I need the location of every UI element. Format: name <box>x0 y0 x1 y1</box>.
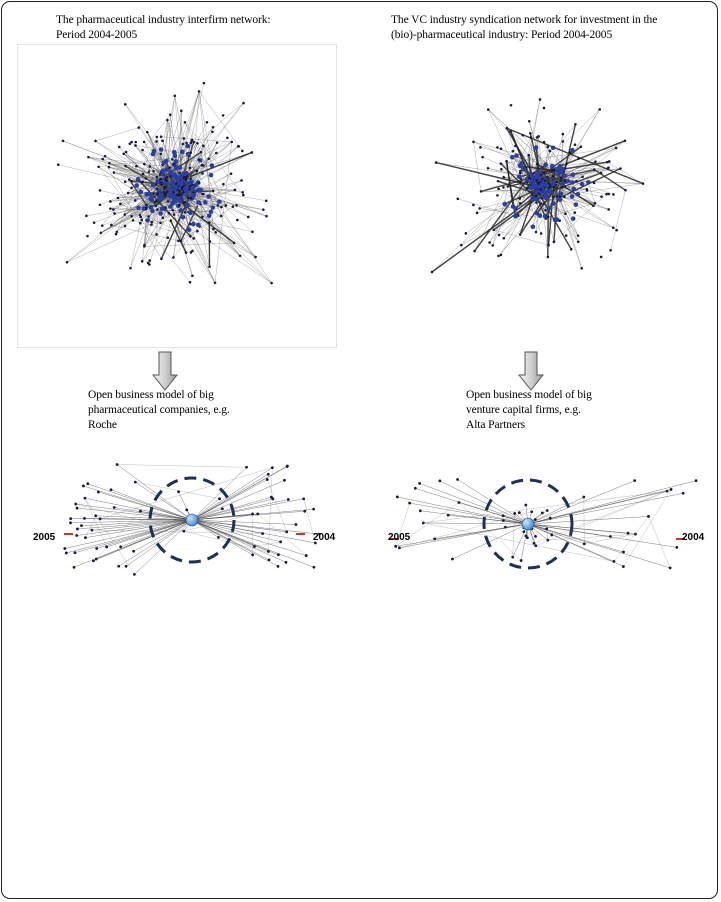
dashed-ring <box>482 478 574 570</box>
left-year-2004-label: 2004 <box>313 532 336 543</box>
network-nodes <box>430 98 645 274</box>
right-model-line2: venture capital firms, e.g. <box>466 404 581 416</box>
ego-edges <box>395 479 697 569</box>
down-arrow-icon-left <box>151 351 179 396</box>
alta-ego-graph <box>390 478 698 570</box>
right-title-line2: (bio)-pharmaceutical industry: Period 20… <box>391 29 613 41</box>
red-marker-left <box>64 533 73 535</box>
right-year-2004-label: 2004 <box>682 532 705 543</box>
left-year-2005-label: 2005 <box>33 532 56 543</box>
pharma-network-graph <box>56 81 273 285</box>
ego-nodes <box>63 463 321 576</box>
hub-node <box>521 517 535 531</box>
roche-ego-graph <box>63 463 321 576</box>
red-marker-right <box>676 538 685 540</box>
ego-edges <box>64 464 320 575</box>
left-network-title: The pharmaceutical industry interfirm ne… <box>56 13 271 43</box>
red-marker-left <box>390 538 399 540</box>
left-model-line1: Open business model of big <box>88 389 214 401</box>
dashed-ring <box>148 476 236 564</box>
left-model-line3: Roche <box>88 419 117 431</box>
right-business-model-caption: Open business model of big venture capit… <box>466 388 592 433</box>
roche-ego-network <box>58 458 326 584</box>
left-title-line2: Period 2004-2005 <box>56 29 138 41</box>
left-title-line1: The pharmaceutical industry interfirm ne… <box>56 14 271 26</box>
pharma-interfirm-network <box>17 44 337 348</box>
alta-partners-ego-network <box>384 470 706 582</box>
left-model-line2: pharmaceutical companies, e.g. <box>88 404 230 416</box>
red-marker-right <box>296 533 305 535</box>
right-model-line3: Alta Partners <box>466 419 526 431</box>
right-title-line1: The VC industry syndication network for … <box>391 14 658 26</box>
network-nodes <box>56 81 273 285</box>
left-business-model-caption: Open business model of big pharmaceutica… <box>88 388 230 433</box>
right-network-title: The VC industry syndication network for … <box>391 13 657 43</box>
right-year-2005-label: 2005 <box>388 532 411 543</box>
hub-node <box>185 513 199 527</box>
vc-network-graph <box>430 98 645 274</box>
right-model-line1: Open business model of big <box>466 389 592 401</box>
vc-syndication-network <box>385 44 705 344</box>
down-arrow-icon-right <box>517 351 545 396</box>
